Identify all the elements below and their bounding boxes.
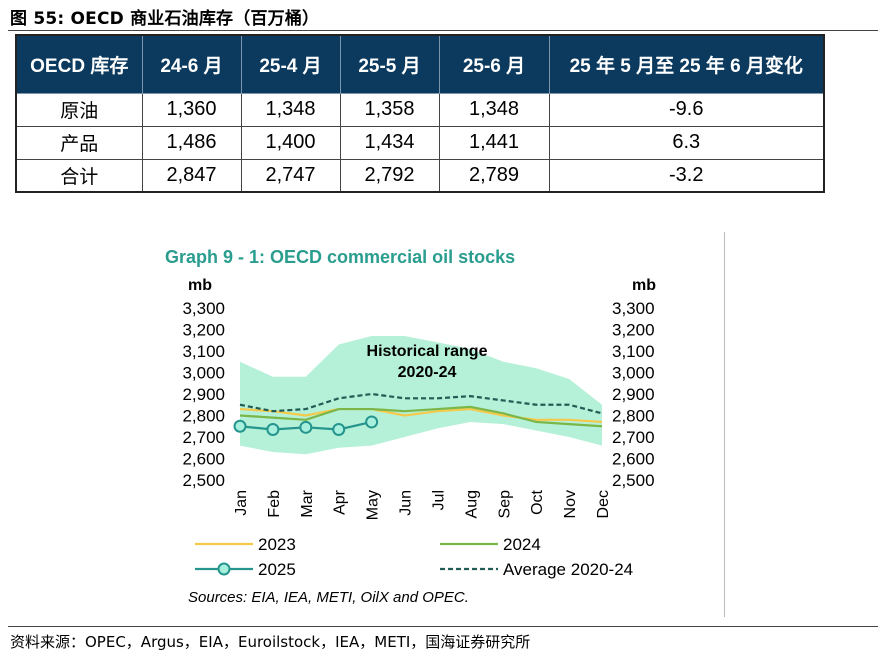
bottom-rule xyxy=(8,626,878,627)
y-axis-label-right: mb xyxy=(632,277,656,294)
table-cell: 1,348 xyxy=(438,92,550,127)
y-tick-label-left: 2,600 xyxy=(182,450,225,469)
table-cell: 1,348 xyxy=(240,92,341,127)
y-tick-label-right: 2,800 xyxy=(612,407,655,426)
x-tick-label: Feb xyxy=(266,490,283,518)
x-tick-label: Oct xyxy=(529,489,546,514)
source-note: 资料来源：OPEC，Argus，EIA，Euroilstock，IEA，METI… xyxy=(10,633,531,651)
historical-range-band xyxy=(240,335,602,455)
y-tick-label-left: 2,800 xyxy=(182,407,225,426)
y-tick-label-left: 3,000 xyxy=(182,364,225,383)
table-cell: -3.2 xyxy=(548,158,825,193)
row-label: 产品 xyxy=(15,125,143,160)
data-point-2025 xyxy=(233,419,247,433)
chart-sources: Sources: EIA, IEA, METI, OilX and OPEC. xyxy=(188,589,469,606)
y-tick-label-left: 3,100 xyxy=(182,342,225,361)
table-cell: 2,747 xyxy=(240,158,341,193)
table-cell: 1,358 xyxy=(339,92,440,127)
legend-marker xyxy=(217,562,231,576)
y-tick-label-right: 2,900 xyxy=(612,385,655,404)
x-tick-label: Mar xyxy=(299,489,316,517)
table-cell: 1,441 xyxy=(438,125,550,160)
legend-label: 2023 xyxy=(258,535,296,554)
data-point-2025 xyxy=(299,420,313,434)
x-tick-label: May xyxy=(365,490,382,520)
header-cell: 25-6 月 xyxy=(438,34,550,94)
chart-divider xyxy=(724,232,725,617)
range-label: 2020-24 xyxy=(398,364,457,381)
data-point-2025 xyxy=(365,415,379,429)
series-line-average-2020-24 xyxy=(239,392,603,415)
y-tick-label-right: 3,300 xyxy=(612,299,655,318)
x-tick-label: Jul xyxy=(430,490,447,510)
table-header-row: OECD 库存 24-6 月 25-4 月 25-5 月 25-6 月 25 年… xyxy=(15,34,825,94)
y-tick-label-right: 2,500 xyxy=(612,471,655,490)
data-point-2025 xyxy=(332,422,346,436)
y-tick-label-right: 3,200 xyxy=(612,321,655,340)
x-tick-label: Apr xyxy=(332,489,349,515)
header-cell: 25 年 5 月至 25 年 6 月变化 xyxy=(548,34,825,94)
table-cell: 2,792 xyxy=(339,158,440,193)
data-point-2025 xyxy=(266,422,280,436)
table-cell: 2,789 xyxy=(438,158,550,193)
y-tick-label-right: 2,600 xyxy=(612,450,655,469)
y-tick-label-right: 3,100 xyxy=(612,342,655,361)
y-tick-label-right: 3,000 xyxy=(612,364,655,383)
header-cell: 25-5 月 xyxy=(339,34,440,94)
row-label: 原油 xyxy=(15,92,143,127)
figure-title: 图 55: OECD 商业石油库存（百万桶） xyxy=(10,9,320,29)
legend-label: 2025 xyxy=(258,560,296,579)
y-tick-label-left: 2,700 xyxy=(182,428,225,447)
x-tick-label: Aug xyxy=(463,490,480,518)
table-row: 合计 2,847 2,747 2,792 2,789 -3.2 xyxy=(15,158,825,193)
oil-stocks-chart: Graph 9 - 1: OECD commercial oil stocks m… xyxy=(150,232,726,617)
y-tick-label-left: 3,300 xyxy=(182,299,225,318)
range-label: Historical range xyxy=(367,343,488,360)
series-line-2023 xyxy=(239,407,603,424)
x-tick-label: Dec xyxy=(595,490,612,518)
y-axis-label-left: mb xyxy=(188,277,212,294)
table-cell: 2,847 xyxy=(141,158,242,193)
header-cell: OECD 库存 xyxy=(15,34,143,94)
header-cell: 24-6 月 xyxy=(141,34,242,94)
x-tick-label: Sep xyxy=(496,490,513,519)
y-tick-label-left: 2,900 xyxy=(182,385,225,404)
table-cell: 1,400 xyxy=(240,125,341,160)
legend-label: Average 2020-24 xyxy=(503,560,633,579)
row-label: 合计 xyxy=(15,158,143,193)
table-cell: -9.6 xyxy=(548,92,825,127)
oecd-stocks-table: OECD 库存 24-6 月 25-4 月 25-5 月 25-6 月 25 年… xyxy=(15,34,825,193)
legend-label: 2024 xyxy=(503,535,541,554)
table-cell: 1,434 xyxy=(339,125,440,160)
table-cell: 1,486 xyxy=(141,125,242,160)
table-row: 产品 1,486 1,400 1,434 1,441 6.3 xyxy=(15,125,825,160)
x-tick-label: Jun xyxy=(398,490,415,516)
y-tick-label-right: 2,700 xyxy=(612,428,655,447)
chart-svg: Graph 9 - 1: OECD commercial oil stocks m… xyxy=(165,247,656,606)
table-cell: 6.3 xyxy=(548,125,825,160)
y-tick-label-left: 3,200 xyxy=(182,321,225,340)
chart-title: Graph 9 - 1: OECD commercial oil stocks xyxy=(165,247,515,267)
top-rule xyxy=(8,30,878,31)
y-tick-label-left: 2,500 xyxy=(182,471,225,490)
table-row: 原油 1,360 1,348 1,358 1,348 -9.6 xyxy=(15,92,825,127)
table-cell: 1,360 xyxy=(141,92,242,127)
series-line-2024 xyxy=(239,405,603,428)
x-tick-label: Nov xyxy=(562,490,579,518)
header-cell: 25-4 月 xyxy=(240,34,341,94)
x-tick-label: Jan xyxy=(233,490,250,516)
